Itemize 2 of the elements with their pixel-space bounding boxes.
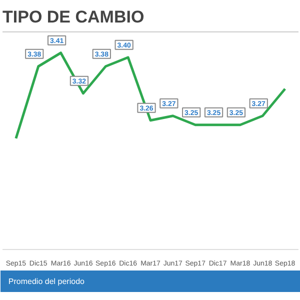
- chart-title: TIPO DE CAMBIO: [2, 8, 144, 26]
- text: Promedio del periodo: [8, 277, 86, 286]
